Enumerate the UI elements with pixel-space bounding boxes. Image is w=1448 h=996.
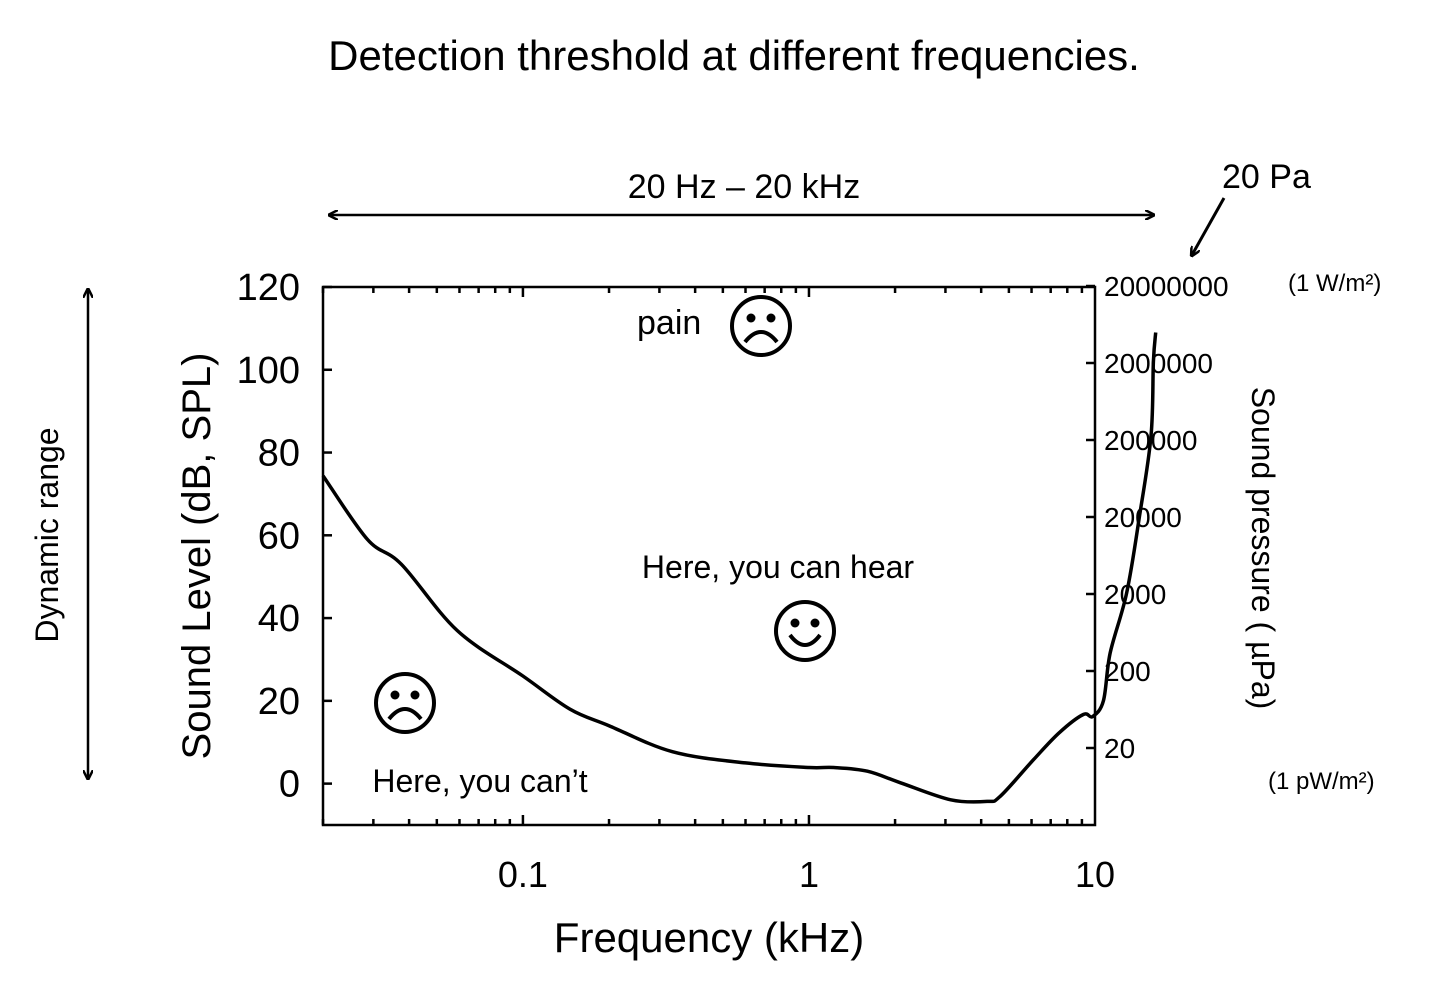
plot-frame xyxy=(321,285,1097,827)
can-hear-label: Here, you can hear xyxy=(642,549,915,585)
x-axis-label: Frequency (kHz) xyxy=(554,914,864,961)
y2-axis-label: Sound pressure ( µPa) xyxy=(1245,387,1281,710)
y-tick-label: 0 xyxy=(279,764,300,806)
cant-hear-label: Here, you can’t xyxy=(372,763,587,799)
smiley-face-icon xyxy=(774,600,836,662)
pa-arrow xyxy=(1192,197,1226,255)
y-tick-label: 120 xyxy=(237,267,300,309)
tick-labels: 0.1 1 100204060801001202020020002000020000… xyxy=(237,267,1229,895)
x-tick-label: 1 xyxy=(799,854,819,895)
sad-face-icon xyxy=(374,672,436,734)
y2-tick-label: 2000 xyxy=(1104,579,1166,610)
pa-label: 20 Pa xyxy=(1222,158,1311,196)
y-axis-label: Sound Level (dB, SPL) xyxy=(175,353,219,760)
sad-face-icon xyxy=(730,295,792,357)
pain-label: pain xyxy=(637,304,701,342)
y2-tick-label: 20 xyxy=(1104,733,1135,764)
y2-tick-label: 20000000 xyxy=(1104,271,1229,302)
y-tick-label: 80 xyxy=(258,433,300,475)
x-tick-label: 10 xyxy=(1075,854,1115,895)
y2-tick-label: 20000 xyxy=(1104,502,1182,533)
top-intensity-label: (1 W/m²) xyxy=(1288,270,1381,297)
y-tick-label: 20 xyxy=(258,681,300,723)
axis-ticks xyxy=(321,284,1095,825)
bottom-intensity-label: (1 pW/m²) xyxy=(1268,768,1375,795)
y-tick-label: 40 xyxy=(258,598,300,640)
threshold-curve xyxy=(321,332,1158,804)
chart-title: Detection threshold at different frequen… xyxy=(328,32,1140,79)
frequency-range-label: 20 Hz – 20 kHz xyxy=(628,168,860,206)
dynamic-range-label: Dynamic range xyxy=(29,427,65,642)
y2-tick-label: 2000000 xyxy=(1104,348,1213,379)
y-tick-label: 100 xyxy=(237,350,300,392)
y-tick-label: 60 xyxy=(258,515,300,557)
y2-tick-label: 200 xyxy=(1104,656,1151,687)
x-tick-label: 0.1 xyxy=(498,854,548,895)
